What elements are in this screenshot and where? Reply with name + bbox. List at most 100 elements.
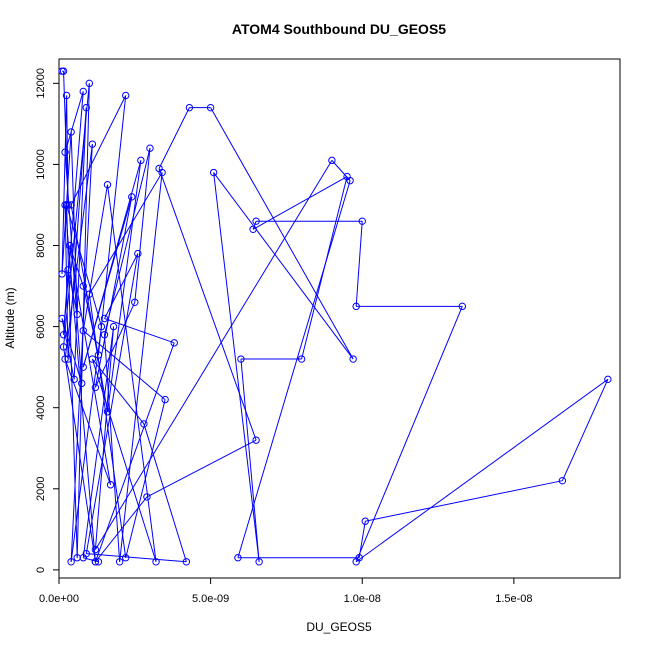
data-point	[58, 270, 66, 278]
series-segment	[88, 172, 163, 295]
series-segment	[63, 83, 90, 347]
data-point	[558, 476, 567, 485]
series-segment	[97, 95, 127, 356]
data-point	[100, 314, 109, 323]
series-segment	[103, 334, 121, 562]
data-point	[67, 128, 75, 136]
data-point	[79, 554, 87, 562]
data-point	[122, 554, 130, 562]
data-point	[94, 351, 103, 359]
series-segment	[252, 176, 348, 230]
data-point	[97, 322, 106, 331]
series-segment	[143, 423, 187, 562]
series-segment	[70, 326, 102, 562]
data-point	[140, 420, 148, 428]
plot-frame	[58, 58, 621, 579]
y-tick-label: 10000	[35, 149, 47, 180]
data-point	[346, 176, 354, 185]
data-point	[349, 355, 357, 363]
series-segment	[91, 358, 145, 425]
series-segment	[107, 160, 142, 412]
data-point	[146, 144, 154, 152]
data-point	[185, 103, 194, 112]
series-segment	[134, 148, 151, 303]
data-point	[131, 298, 139, 306]
data-point	[70, 375, 78, 384]
data-point	[91, 558, 100, 566]
data-point	[182, 558, 191, 566]
series-segment	[107, 184, 157, 562]
y-axis-label: Altitude (m)	[3, 287, 17, 348]
data-point	[61, 355, 69, 363]
series-segment	[104, 253, 139, 319]
data-point	[88, 140, 97, 148]
series-segment	[69, 245, 84, 287]
series-segment	[94, 326, 115, 550]
data-point	[352, 302, 360, 311]
y-axis: 0 2000 4000 6000 8000 10000 12000	[35, 68, 59, 573]
data-point	[61, 148, 69, 156]
series-segment	[158, 107, 190, 169]
series-segment	[70, 204, 109, 412]
data-point	[358, 217, 366, 225]
data-point	[82, 103, 90, 112]
data-point	[91, 383, 100, 392]
data-point	[58, 314, 66, 323]
data-point	[67, 201, 75, 209]
data-point	[209, 168, 218, 177]
data-point	[62, 201, 71, 209]
series-points	[58, 67, 612, 566]
data-point	[255, 558, 263, 566]
series-segment	[561, 379, 609, 481]
data-point	[106, 481, 115, 489]
data-point	[143, 493, 151, 501]
data-point	[355, 554, 363, 562]
data-point	[155, 164, 163, 173]
data-point	[79, 282, 87, 290]
data-point	[458, 302, 467, 311]
data-point	[252, 217, 260, 225]
data-point	[64, 266, 72, 274]
data-point	[94, 558, 103, 566]
data-point	[297, 355, 306, 363]
data-point	[152, 558, 160, 566]
data-point	[78, 379, 86, 388]
series-segment	[358, 521, 366, 558]
series-segment	[237, 180, 351, 558]
data-point	[79, 326, 87, 335]
data-point	[64, 355, 72, 363]
y-tick-label: 0	[35, 567, 47, 573]
y-tick-label: 2000	[35, 477, 47, 501]
data-point	[134, 249, 142, 258]
data-point	[137, 156, 145, 165]
x-tick-label: 1.5e-08	[495, 593, 532, 605]
series-segment	[82, 330, 166, 400]
series-segment	[85, 253, 139, 554]
series-segment	[82, 326, 115, 558]
series-segment	[70, 144, 93, 562]
x-axis-label: DU_GEOS5	[306, 620, 372, 634]
data-point	[88, 355, 97, 363]
series-segment	[88, 294, 127, 558]
series-segment	[64, 144, 93, 360]
series-segment	[61, 95, 68, 274]
series-segment	[64, 91, 84, 153]
series-segment	[83, 557, 99, 563]
data-point	[65, 241, 74, 250]
series-segment	[66, 204, 102, 327]
y-tick-label: 6000	[35, 314, 47, 338]
series-segment	[104, 318, 175, 344]
x-axis: 0.0e+00 5.0e-09 1.0e-08 1.5e-08	[39, 578, 533, 605]
data-point	[103, 180, 112, 189]
series-segment	[119, 172, 163, 562]
data-point	[170, 339, 178, 347]
data-point	[115, 558, 124, 566]
data-point	[122, 91, 130, 100]
series-segment	[213, 172, 354, 360]
x-tick-label: 1.0e-08	[344, 593, 381, 605]
data-point	[59, 343, 68, 351]
series-segment	[86, 553, 187, 563]
data-point	[103, 408, 112, 416]
data-point	[100, 331, 109, 339]
y-tick-label: 12000	[35, 68, 47, 99]
